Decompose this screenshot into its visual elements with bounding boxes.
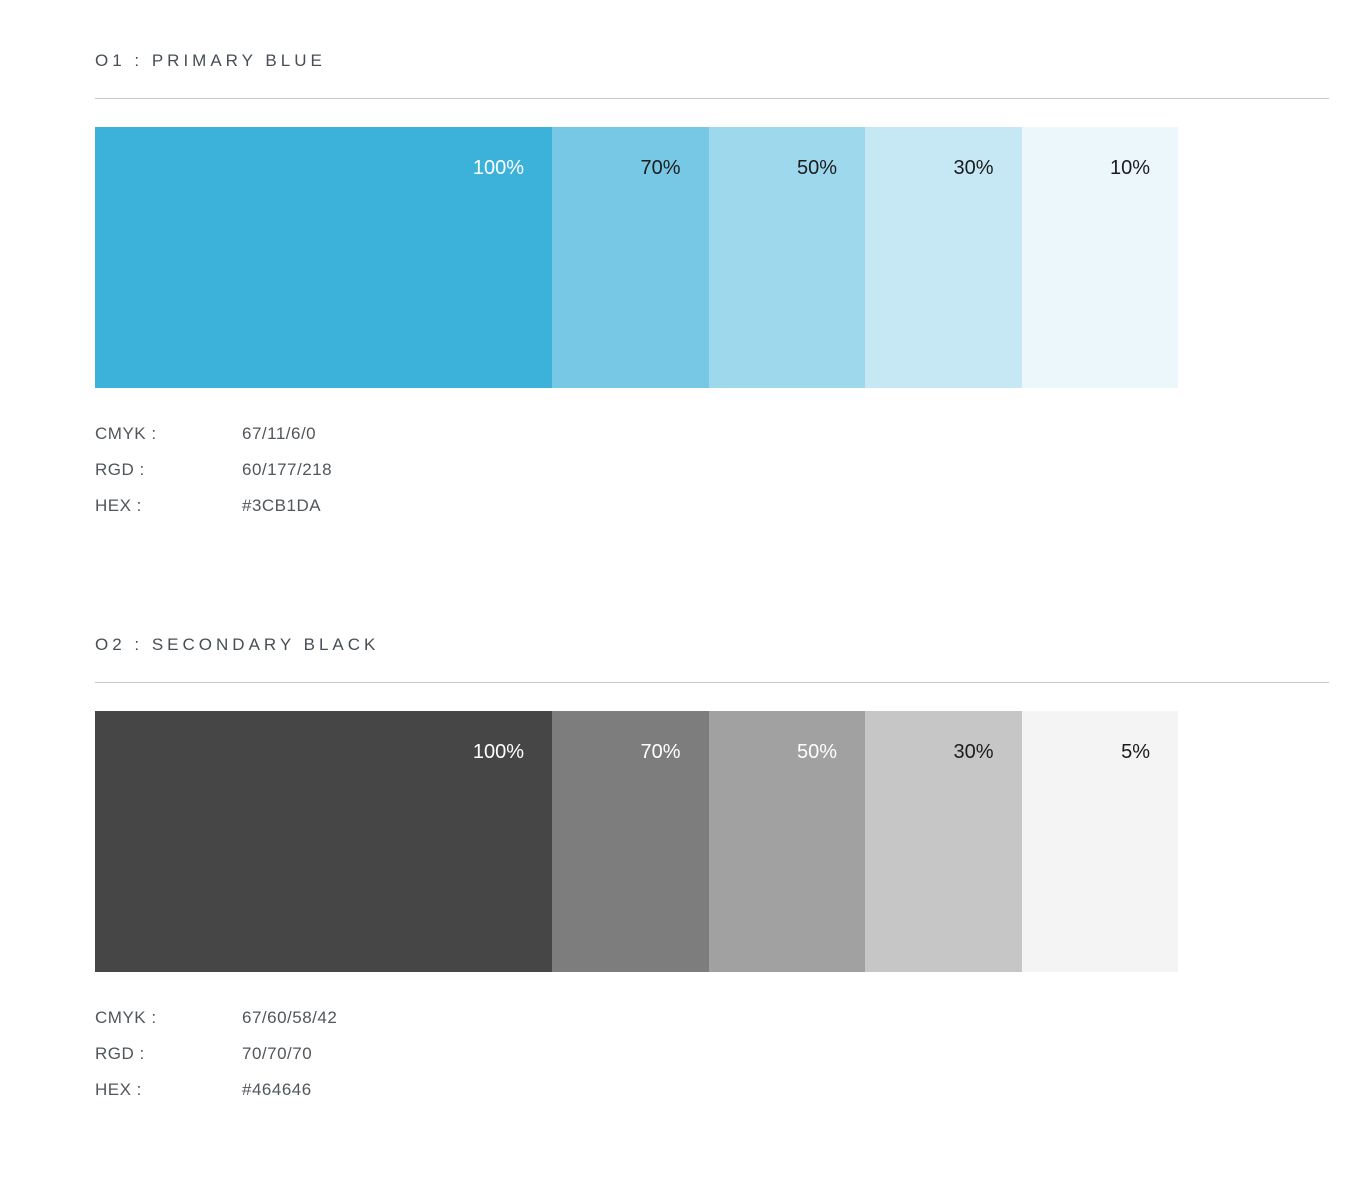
swatch-percent-label: 10% xyxy=(1109,157,1150,179)
swatch-percent-label: 5% xyxy=(1121,741,1150,763)
swatch-blue-100: 100% xyxy=(95,127,552,388)
swatch-black-100: 100% xyxy=(95,711,552,972)
spec-label: CMYK : xyxy=(95,1008,157,1027)
swatch-percent-label: 100% xyxy=(472,741,524,763)
swatch-percent-label: 70% xyxy=(640,741,681,763)
spec-row-cmyk: CMYK : 67/60/58/42 xyxy=(95,1000,1366,1036)
section-heading-secondary-black: O2 : SECONDARY BLACK xyxy=(95,635,380,654)
section-heading-primary-blue: O1 : PRIMARY BLUE xyxy=(95,51,326,70)
section-divider xyxy=(95,98,1329,99)
section-secondary-black: O2 : SECONDARY BLACK 100% 70% 50% 30% 5%… xyxy=(95,634,1366,1108)
spec-row-hex: HEX : #3CB1DA xyxy=(95,488,1366,524)
swatch-percent-label: 30% xyxy=(953,157,994,179)
swatch-black-50: 50% xyxy=(708,711,865,972)
swatch-black-70: 70% xyxy=(552,711,709,972)
spec-value: 60/177/218 xyxy=(242,460,333,479)
swatch-bar-primary-blue: 100% 70% 50% 30% 10% xyxy=(95,127,1178,388)
brand-color-guide-page: O1 : PRIMARY BLUE 100% 70% 50% 30% 10% C… xyxy=(95,50,1366,1108)
swatch-black-5: 5% xyxy=(1021,711,1178,972)
spec-row-rgd: RGD : 60/177/218 xyxy=(95,452,1366,488)
spec-value: #3CB1DA xyxy=(242,496,322,515)
swatch-blue-50: 50% xyxy=(708,127,865,388)
section-divider xyxy=(95,682,1329,683)
spec-value: 67/60/58/42 xyxy=(242,1008,338,1027)
spec-label: RGD : xyxy=(95,460,145,479)
color-specs-primary-blue: CMYK : 67/11/6/0 RGD : 60/177/218 HEX : … xyxy=(95,416,1366,524)
spec-value: 70/70/70 xyxy=(242,1044,313,1063)
spec-row-rgd: RGD : 70/70/70 xyxy=(95,1036,1366,1072)
swatch-percent-label: 70% xyxy=(640,157,681,179)
swatch-percent-label: 30% xyxy=(953,741,994,763)
spec-value: 67/11/6/0 xyxy=(242,424,317,443)
spec-label: HEX : xyxy=(95,1080,142,1099)
spec-label: HEX : xyxy=(95,496,142,515)
spec-label: CMYK : xyxy=(95,424,157,443)
swatch-blue-10: 10% xyxy=(1021,127,1178,388)
swatch-percent-label: 50% xyxy=(796,741,837,763)
swatch-black-30: 30% xyxy=(865,711,1022,972)
swatch-blue-70: 70% xyxy=(552,127,709,388)
color-specs-secondary-black: CMYK : 67/60/58/42 RGD : 70/70/70 HEX : … xyxy=(95,1000,1366,1108)
swatch-percent-label: 50% xyxy=(796,157,837,179)
spec-row-cmyk: CMYK : 67/11/6/0 xyxy=(95,416,1366,452)
spec-value: #464646 xyxy=(242,1080,312,1099)
swatch-percent-label: 100% xyxy=(472,157,524,179)
swatch-bar-secondary-black: 100% 70% 50% 30% 5% xyxy=(95,711,1178,972)
section-primary-blue: O1 : PRIMARY BLUE 100% 70% 50% 30% 10% C… xyxy=(95,50,1366,524)
spec-row-hex: HEX : #464646 xyxy=(95,1072,1366,1108)
swatch-blue-30: 30% xyxy=(865,127,1022,388)
spec-label: RGD : xyxy=(95,1044,145,1063)
